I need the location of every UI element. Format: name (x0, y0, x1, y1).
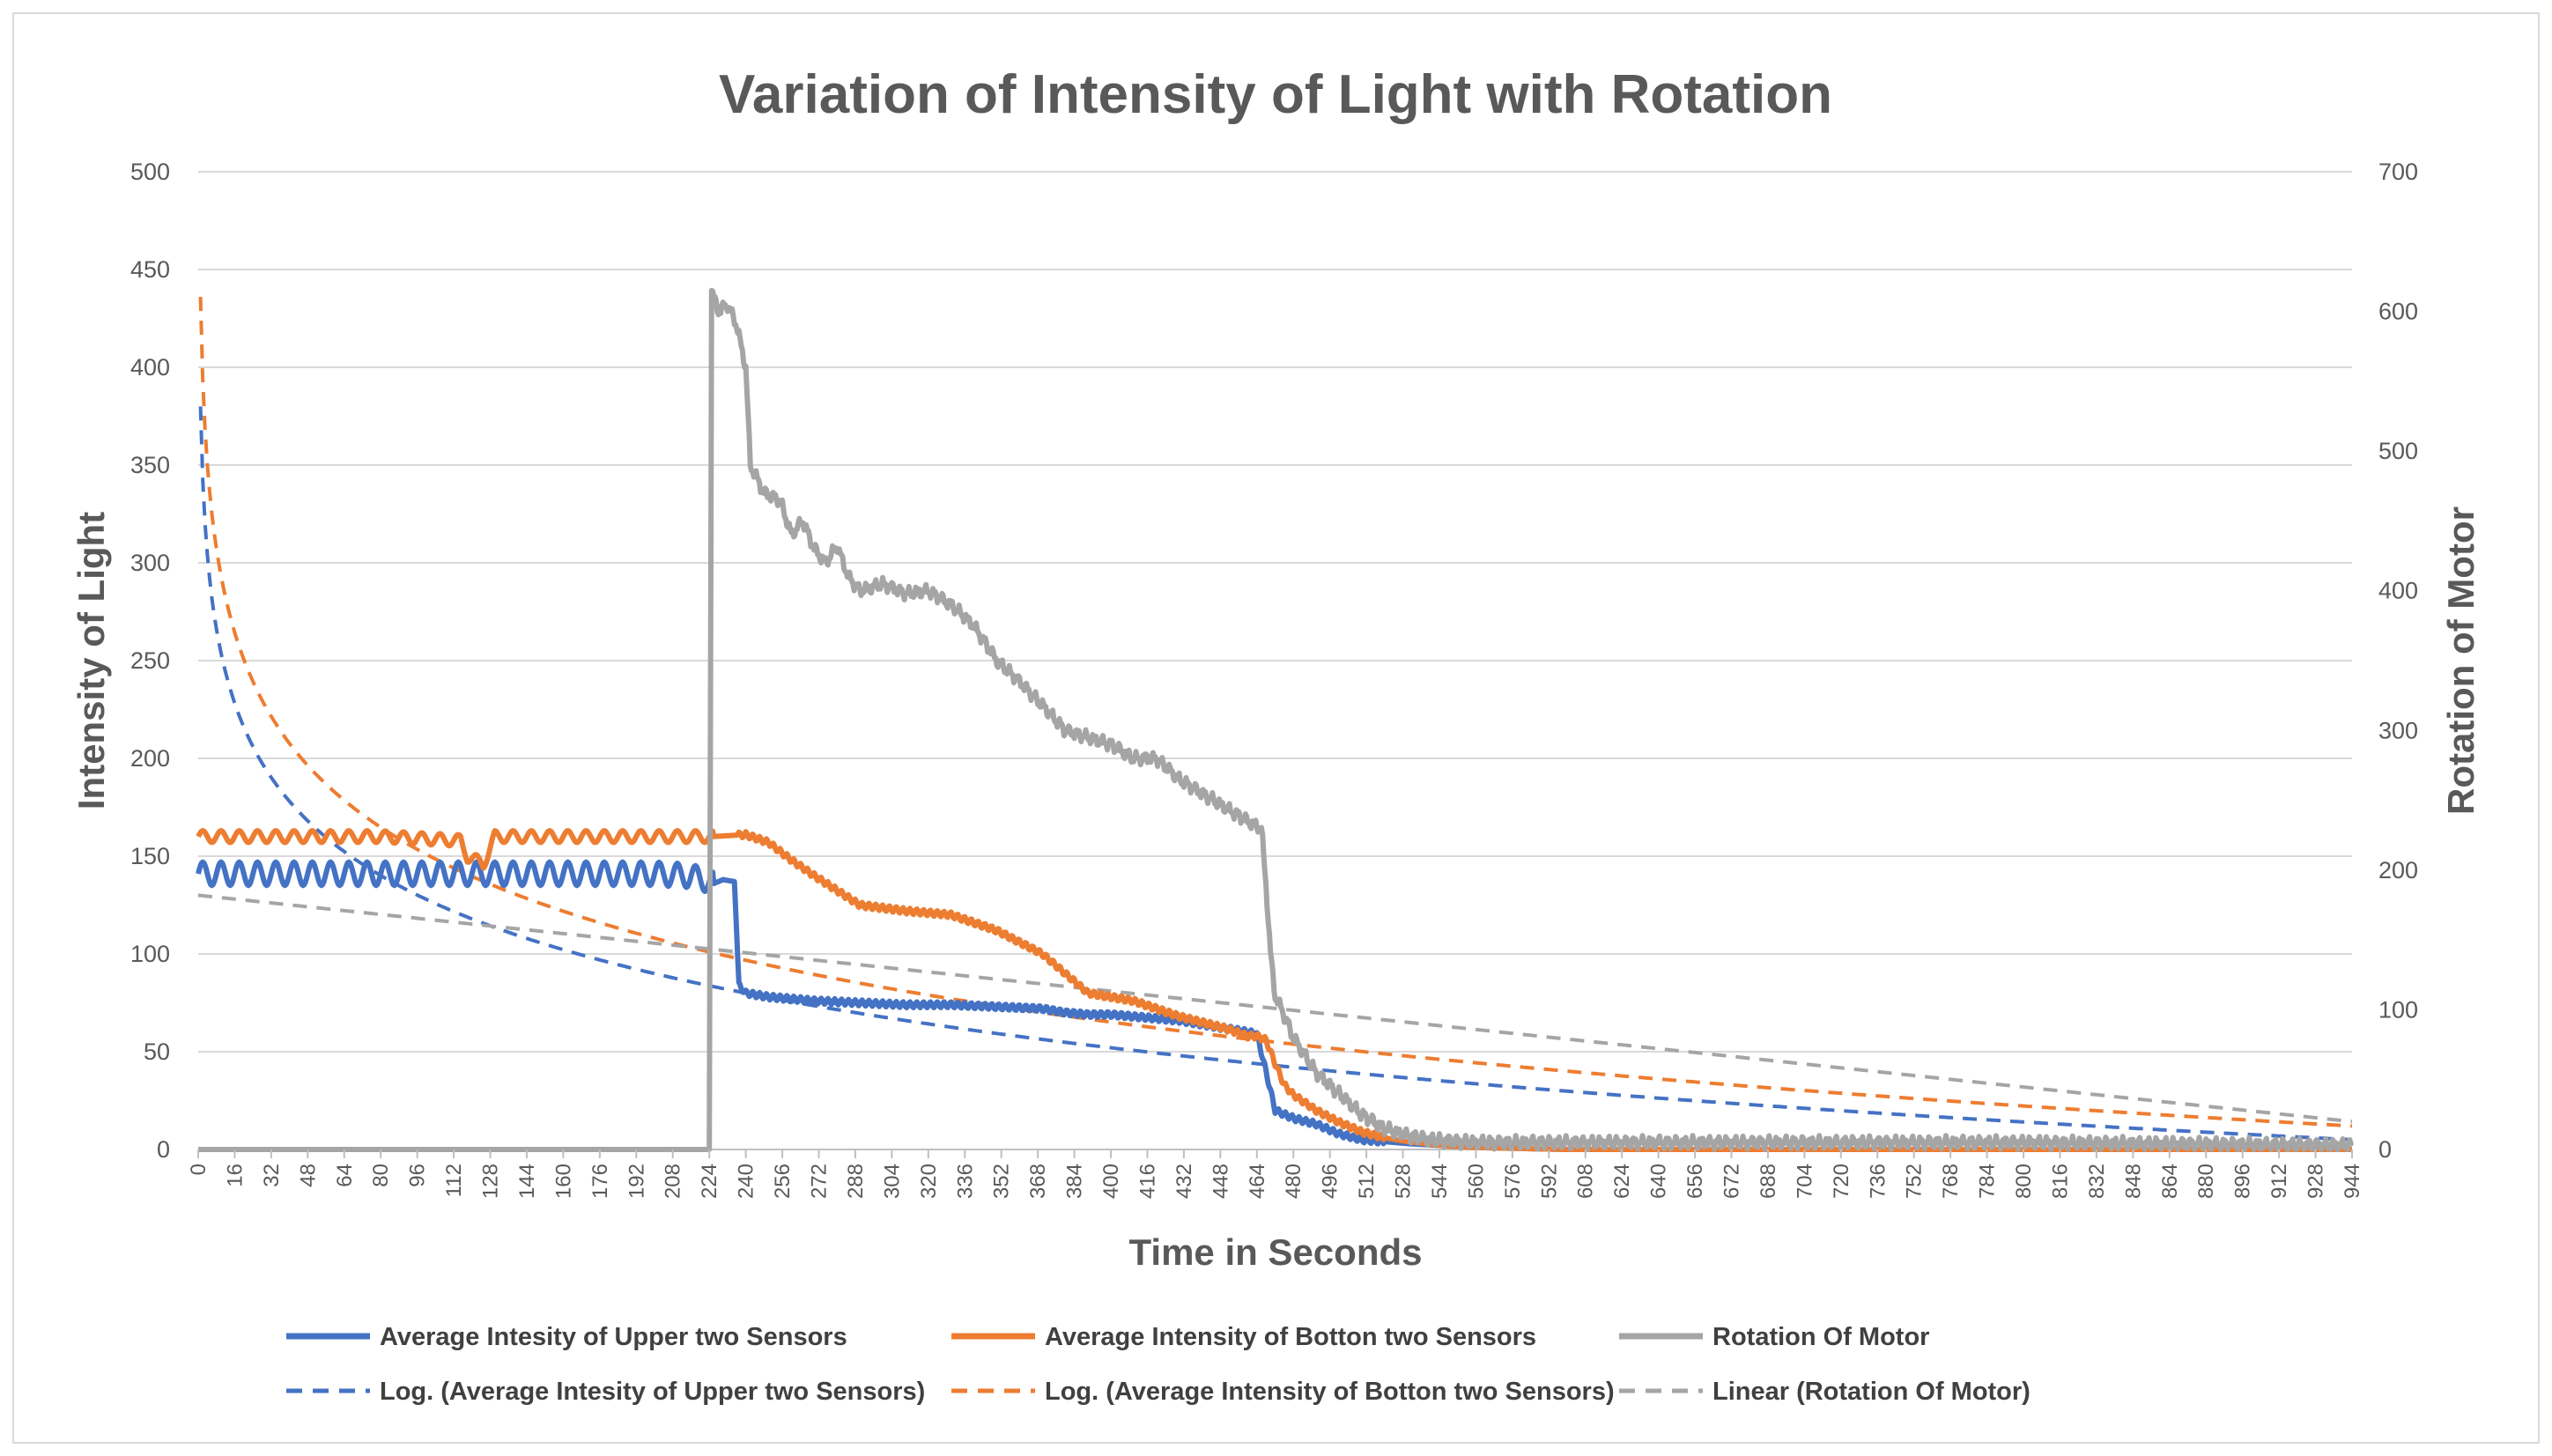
x-tick-label-56: 896 (2231, 1164, 2255, 1199)
y2-axis-title: Rotation of Motor (2440, 506, 2482, 815)
x-tick-label-20: 320 (917, 1164, 941, 1199)
legend-label-1-2: Linear (Rotation Of Motor) (1712, 1378, 2031, 1406)
x-tick-label-59: 944 (2341, 1164, 2364, 1199)
series-line-3 (198, 406, 2353, 1142)
chart-title: Variation of Intensity of Light with Rot… (719, 64, 1832, 125)
series-line-2 (196, 287, 2355, 1152)
x-tick-label-45: 720 (1830, 1164, 1853, 1199)
x-tick-label-1: 16 (223, 1164, 247, 1187)
y-tick-label-8: 400 (130, 354, 170, 381)
x-tick-label-2: 32 (260, 1164, 284, 1187)
y-tick-label-9: 450 (130, 256, 170, 283)
x-tick-label-11: 176 (588, 1164, 612, 1199)
y2-tick-label-7: 700 (2378, 159, 2418, 185)
y-axis-title: Intensity of Light (70, 512, 112, 809)
x-tick-label-41: 656 (1683, 1164, 1707, 1199)
x-tick-label-33: 528 (1392, 1164, 1416, 1199)
y2-tick-label-0: 0 (2378, 1136, 2392, 1163)
x-tick-label-21: 336 (953, 1164, 977, 1199)
x-tick-label-25: 400 (1099, 1164, 1123, 1199)
x-tick-label-5: 80 (369, 1164, 393, 1187)
x-tick-label-6: 96 (406, 1164, 430, 1187)
x-tick-label-16: 256 (771, 1164, 795, 1199)
x-tick-label-9: 144 (515, 1164, 539, 1199)
x-tick-label-37: 592 (1537, 1164, 1561, 1199)
y2-tick-label-2: 200 (2378, 857, 2418, 883)
x-tick-label-43: 688 (1757, 1164, 1780, 1199)
y2-tick-label-4: 400 (2378, 578, 2418, 604)
x-tick-label-48: 768 (1939, 1164, 1963, 1199)
x-tick-label-22: 352 (990, 1164, 1014, 1199)
y-tick-label-0: 0 (157, 1136, 170, 1163)
x-tick-label-57: 912 (2267, 1164, 2291, 1199)
y-tick-label-1: 50 (144, 1038, 170, 1065)
y2-tick-label-3: 300 (2378, 717, 2418, 743)
legend: Average Intesity of Upper two Sensors Ave… (286, 1323, 2031, 1406)
legend-label-0-2: Rotation Of Motor (1712, 1323, 1929, 1351)
y-tick-label-3: 150 (130, 843, 170, 869)
legend-label-1-1: Log. (Average Intensity of Botton two Se… (1045, 1378, 1615, 1406)
x-tick-label-23: 368 (1026, 1164, 1050, 1199)
y-tick-label-5: 250 (130, 647, 170, 674)
x-tick-label-14: 224 (698, 1164, 721, 1199)
x-tick-label-15: 240 (735, 1164, 758, 1199)
series-line-5 (197, 893, 2353, 1124)
x-tick-label-42: 672 (1720, 1164, 1744, 1199)
x-tick-label-28: 448 (1209, 1164, 1232, 1199)
x-tick-label-34: 544 (1428, 1164, 1452, 1199)
y-tick-label-6: 300 (130, 550, 170, 576)
x-tick-label-46: 736 (1866, 1164, 1890, 1199)
y2-tick-label-5: 500 (2378, 438, 2418, 464)
x-tick-label-30: 480 (1282, 1164, 1306, 1199)
legend-label-0-0: Average Intesity of Upper two Sensors (380, 1323, 847, 1351)
x-tick-label-51: 816 (2048, 1164, 2072, 1199)
x-tick-label-0: 0 (187, 1164, 211, 1175)
x-tick-label-4: 64 (333, 1164, 357, 1187)
x-tick-label-12: 192 (625, 1164, 648, 1199)
x-tick-label-50: 800 (2012, 1164, 2036, 1199)
y-axis-ticks: 0 50 100 150 200 250 300 350 400 450 500 (130, 159, 170, 1163)
x-tick-label-8: 128 (479, 1164, 503, 1199)
y-tick-label-2: 100 (130, 941, 170, 967)
x-tick-label-58: 928 (2304, 1164, 2328, 1199)
x-tick-label-47: 752 (1903, 1164, 1927, 1199)
x-tick-label-7: 112 (442, 1164, 466, 1197)
y-tick-label-4: 200 (130, 745, 170, 772)
x-tick-label-54: 864 (2158, 1164, 2182, 1199)
x-tick-label-52: 832 (2085, 1164, 2109, 1199)
x-axis-ticks: 0 16 32 48 64 80 96 112 128 144 160 176 192 208 224 240… (187, 1149, 2364, 1199)
y2-tick-label-6: 600 (2378, 299, 2418, 325)
x-axis-title: Time in Seconds (1129, 1231, 1423, 1273)
x-tick-label-27: 432 (1172, 1164, 1196, 1199)
x-tick-label-29: 464 (1246, 1164, 1269, 1199)
x-tick-label-39: 624 (1610, 1164, 1634, 1199)
x-tick-label-55: 880 (2194, 1164, 2218, 1199)
x-tick-label-19: 304 (880, 1164, 904, 1199)
x-tick-label-40: 640 (1647, 1164, 1671, 1199)
x-tick-label-24: 384 (1063, 1164, 1087, 1199)
x-tick-label-10: 160 (551, 1164, 575, 1199)
x-tick-label-44: 704 (1793, 1164, 1816, 1199)
legend-label-1-0: Log. (Average Intesity of Upper two Sens… (380, 1378, 925, 1406)
x-tick-label-18: 288 (844, 1164, 868, 1199)
y-tick-label-10: 500 (130, 159, 170, 185)
x-tick-label-31: 496 (1319, 1164, 1343, 1199)
x-tick-label-49: 784 (1976, 1164, 2000, 1199)
series-layer (196, 287, 2355, 1152)
y2-axis-ticks: 0 100 200 300 400 500 600 700 (2378, 159, 2418, 1163)
chart-frame (12, 12, 2540, 1444)
y2-tick-label-1: 100 (2378, 996, 2418, 1023)
x-tick-label-26: 416 (1135, 1164, 1159, 1199)
x-tick-label-32: 512 (1355, 1164, 1379, 1199)
x-tick-label-38: 608 (1574, 1164, 1598, 1199)
x-tick-label-35: 560 (1464, 1164, 1488, 1199)
x-tick-label-53: 848 (2121, 1164, 2145, 1199)
y-tick-label-7: 350 (130, 452, 170, 478)
x-tick-label-13: 208 (662, 1164, 685, 1199)
legend-label-0-1: Average Intensity of Botton two Sensors (1045, 1323, 1536, 1351)
x-tick-label-3: 48 (296, 1164, 320, 1187)
x-tick-label-17: 272 (807, 1164, 831, 1199)
x-tick-label-36: 576 (1501, 1164, 1525, 1199)
